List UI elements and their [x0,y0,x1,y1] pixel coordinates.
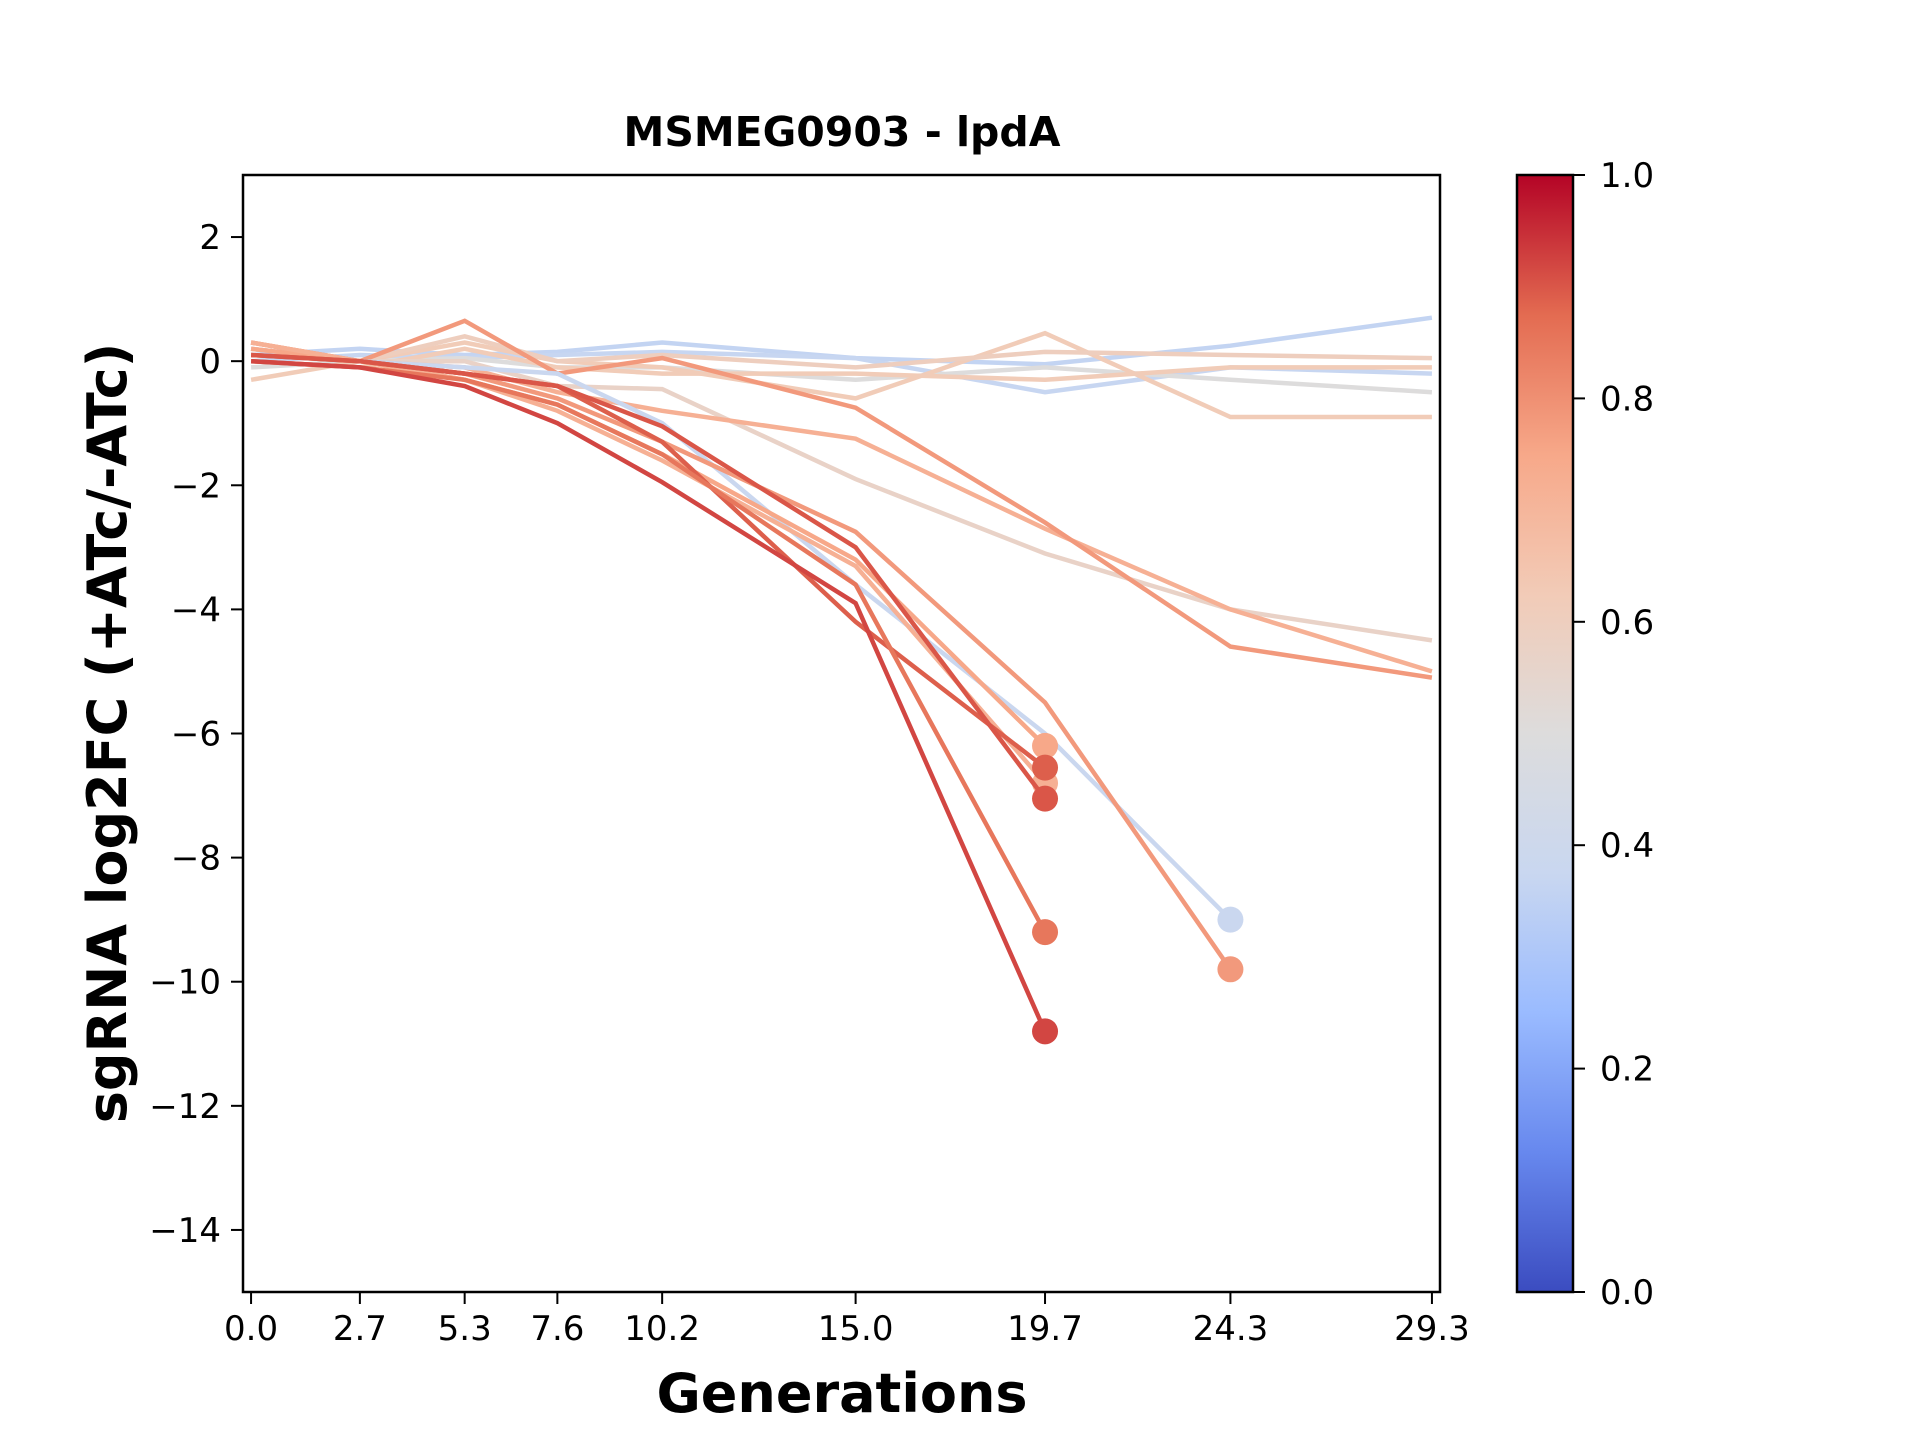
x-tick-label: 19.7 [1007,1309,1083,1349]
y-tick-label: 0 [199,342,221,382]
series-end-marker [1032,919,1059,946]
y-tick-label: −10 [149,963,221,1003]
x-tick-label: 2.7 [333,1309,387,1349]
series-line [250,340,1433,674]
colorbar-gradient [1515,173,1575,1294]
x-tick-label: 7.6 [530,1309,584,1349]
series-line [250,340,1233,971]
series-line [250,358,1048,1033]
y-tick-label: 2 [199,218,221,258]
y-tick-label: −6 [171,715,221,755]
x-tick-label: 5.3 [438,1309,492,1349]
series-end-marker [1032,1018,1059,1045]
series-end-marker [1032,754,1059,781]
y-tick-label: −2 [171,466,221,506]
series-sgRNA-17 [250,358,1059,1045]
colorbar-ticks: 0.0 0.2 0.4 0.6 0.8 1.0 [1573,156,1654,1313]
series-end-marker [1217,906,1244,933]
series-end-marker [1217,956,1244,983]
series-line [250,333,1432,370]
x-tick-label: 29.3 [1394,1309,1470,1349]
series-sgRNA-15 [250,352,1059,812]
y-axis-label: sgRNA log2FC (+ATc/-ATc) [76,343,139,1124]
x-axis-label: Generations [656,1362,1027,1425]
x-axis: 0.0 2.7 5.3 7.6 10.2 15.0 19.7 24.3 29.3 [224,1292,1470,1349]
chart-title: MSMEG0903 - lpdA [624,108,1061,156]
colorbar-tick-label: 0.8 [1600,379,1654,419]
series-layer [250,315,1433,1045]
colorbar-tick-label: 0.4 [1600,826,1654,866]
colorbar-tick-label: 1.0 [1600,156,1654,196]
y-tick-label: −8 [171,839,221,879]
series-end-marker [1032,785,1059,812]
x-tick-label: 10.2 [624,1309,700,1349]
y-tick-label: −12 [149,1087,221,1127]
series-line [250,346,1232,922]
series-sgRNA-11 [250,340,1244,983]
x-tick-label: 0.0 [224,1309,278,1349]
series-line [250,352,1047,801]
colorbar-tick-label: 0.2 [1600,1050,1654,1090]
series-sgRNA-5 [250,333,1432,370]
series-sgRNA-9 [250,318,1433,680]
y-tick-label: −14 [149,1211,221,1251]
x-tick-label: 24.3 [1193,1309,1269,1349]
series-sgRNA-8 [250,340,1433,674]
colorbar-tick-label: 0.6 [1600,603,1654,643]
colorbar: 0.0 0.2 0.4 0.6 0.8 1.0 [1515,156,1654,1313]
series-line [250,318,1433,680]
colorbar-tick-label: 0.0 [1600,1273,1654,1313]
y-tick-label: −4 [171,590,221,630]
series-sgRNA-10 [250,346,1244,933]
x-tick-label: 15.0 [818,1309,894,1349]
y-axis: 2 0 −2 −4 −6 −8 −10 −12 −14 [149,218,243,1251]
series-end-marker [1032,732,1059,759]
